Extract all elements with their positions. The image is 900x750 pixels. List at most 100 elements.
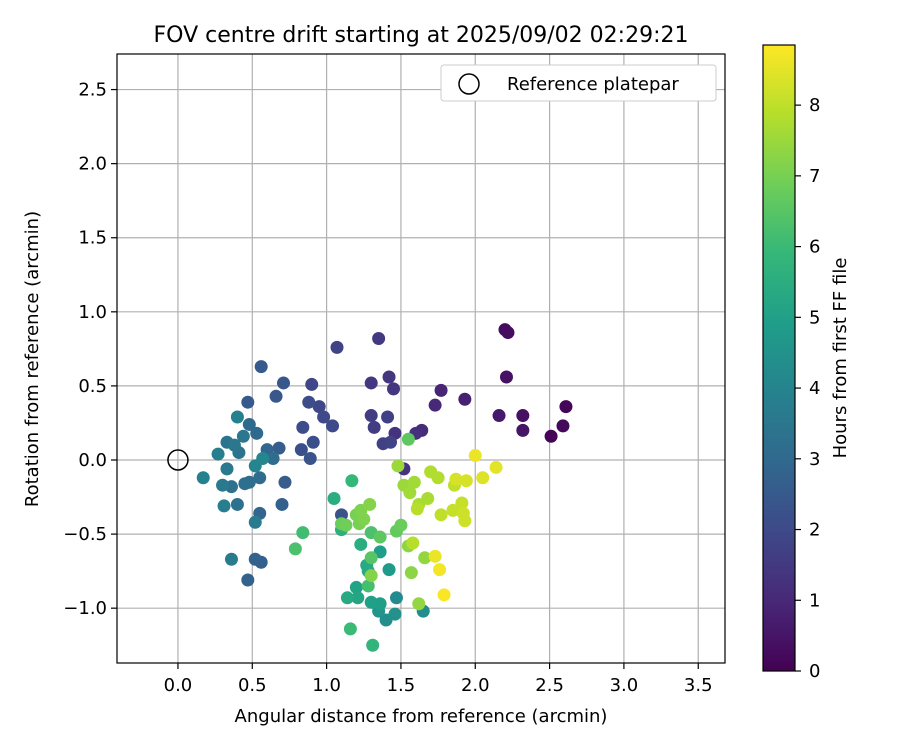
legend-reference-marker (458, 73, 480, 95)
scatter-point (499, 370, 513, 384)
scatter-point (275, 497, 289, 511)
scatter-point (242, 417, 256, 431)
y-axis-label: Rotation from reference (arcmin) (22, 211, 43, 507)
scatter-point (216, 478, 230, 492)
scatter-point (389, 591, 403, 605)
scatter-point (455, 496, 469, 510)
scatter-point (372, 331, 386, 345)
scatter-point (373, 530, 387, 544)
scatter-point (434, 508, 448, 522)
scatter-point (354, 537, 368, 551)
scatter-point (388, 607, 402, 621)
scatter-point (345, 474, 359, 488)
scatter-point (334, 508, 348, 522)
y-tick-label: 1.5 (78, 228, 107, 249)
scatter-point (340, 591, 354, 605)
x-tick-label: 0.5 (238, 675, 267, 696)
scatter-point (248, 515, 262, 529)
scatter-point (278, 475, 292, 489)
scatter-point (516, 409, 530, 423)
x-tick-label: 2.5 (535, 675, 564, 696)
scatter-point (196, 471, 210, 485)
scatter-point (476, 471, 490, 485)
scatter-point (241, 573, 255, 587)
scatter-point (227, 438, 241, 452)
scatter-point (407, 475, 421, 489)
scatter-point (386, 382, 400, 396)
colorbar-tick-label: 5 (809, 307, 820, 328)
y-tick-label: 0.0 (78, 450, 107, 471)
colorbar-tick-label: 1 (809, 590, 820, 611)
scatter-point (434, 383, 448, 397)
scatter-point (317, 410, 331, 424)
scatter-point (394, 518, 408, 532)
scatter-point (230, 497, 244, 511)
scatter-point (403, 486, 417, 500)
y-tick-label: −0.5 (63, 524, 107, 545)
scatter-point (367, 420, 381, 434)
y-tick-label: 0.5 (78, 376, 107, 397)
scatter-point (254, 360, 268, 374)
colorbar-ticks: 0 1 2 3 4 5 6 7 8 (795, 95, 820, 682)
scatter-point (302, 395, 316, 409)
scatter-point (330, 340, 344, 354)
scatter-point (364, 551, 378, 565)
x-tick-label: 1.0 (312, 675, 341, 696)
colorbar-tick-label: 6 (809, 237, 820, 258)
scatter-point (351, 591, 365, 605)
scatter-point (428, 398, 442, 412)
scatter-point (326, 419, 340, 433)
scatter-point (556, 419, 570, 433)
plot-frame (116, 53, 726, 664)
x-tick-label: 2.0 (461, 675, 490, 696)
y-tick-label: 2.0 (78, 154, 107, 175)
scatter-point (501, 326, 515, 340)
scatter-point (406, 536, 420, 550)
scatter-point (296, 420, 310, 434)
scatter-point (294, 443, 308, 457)
scatter-point (220, 462, 234, 476)
scatter-point (418, 551, 432, 565)
plot-area: 0.0 0.5 1.0 1.5 2.0 2.5 3.0 3.5 −1.0 −0.5 0.0 0.5 1… (63, 53, 726, 696)
scatter-point (238, 477, 252, 491)
plot-background (117, 54, 725, 663)
scatter-point (412, 597, 426, 611)
scatter-point (516, 423, 530, 437)
scatter-point (236, 429, 250, 443)
colorbar-gradient (762, 44, 796, 672)
scatter-point (343, 622, 357, 636)
scatter-point (381, 410, 395, 424)
y-axis-ticks: −1.0 −0.5 0.0 0.5 1.0 1.5 2.0 2.5 (63, 80, 117, 619)
scatter-point (382, 563, 396, 577)
scatter-point (404, 566, 418, 580)
scatter-point (256, 452, 270, 466)
x-axis-ticks: 0.0 0.5 1.0 1.5 2.0 2.5 3.0 3.5 (164, 663, 713, 696)
scatter-point (272, 441, 286, 455)
scatter-point (361, 579, 375, 593)
scatter-point (339, 518, 353, 532)
x-tick-label: 3.0 (610, 675, 639, 696)
scatter-point (410, 502, 424, 516)
colorbar-tick-label: 2 (809, 520, 820, 541)
colorbar-tick-label: 8 (809, 95, 820, 116)
scatter-point (266, 452, 280, 466)
scatter-point (364, 376, 378, 390)
reference-platepar-marker (167, 449, 189, 471)
scatter-point (489, 460, 503, 474)
scatter-point (296, 526, 310, 540)
scatter-point (421, 492, 435, 506)
scatter-point (492, 409, 506, 423)
scatter-point (384, 435, 398, 449)
scatter-point (456, 506, 470, 520)
scatter-point (449, 472, 463, 486)
scatter-point (217, 499, 231, 513)
scatter-point (433, 563, 447, 577)
chart-title: FOV centre drift starting at 2025/09/02 … (154, 23, 689, 48)
scatter-point (253, 471, 267, 485)
scatter-point (312, 400, 326, 414)
scatter-point (428, 549, 442, 563)
colorbar-tick-label: 4 (809, 378, 820, 399)
scatter-point (366, 638, 380, 652)
y-tick-label: 1.0 (78, 302, 107, 323)
